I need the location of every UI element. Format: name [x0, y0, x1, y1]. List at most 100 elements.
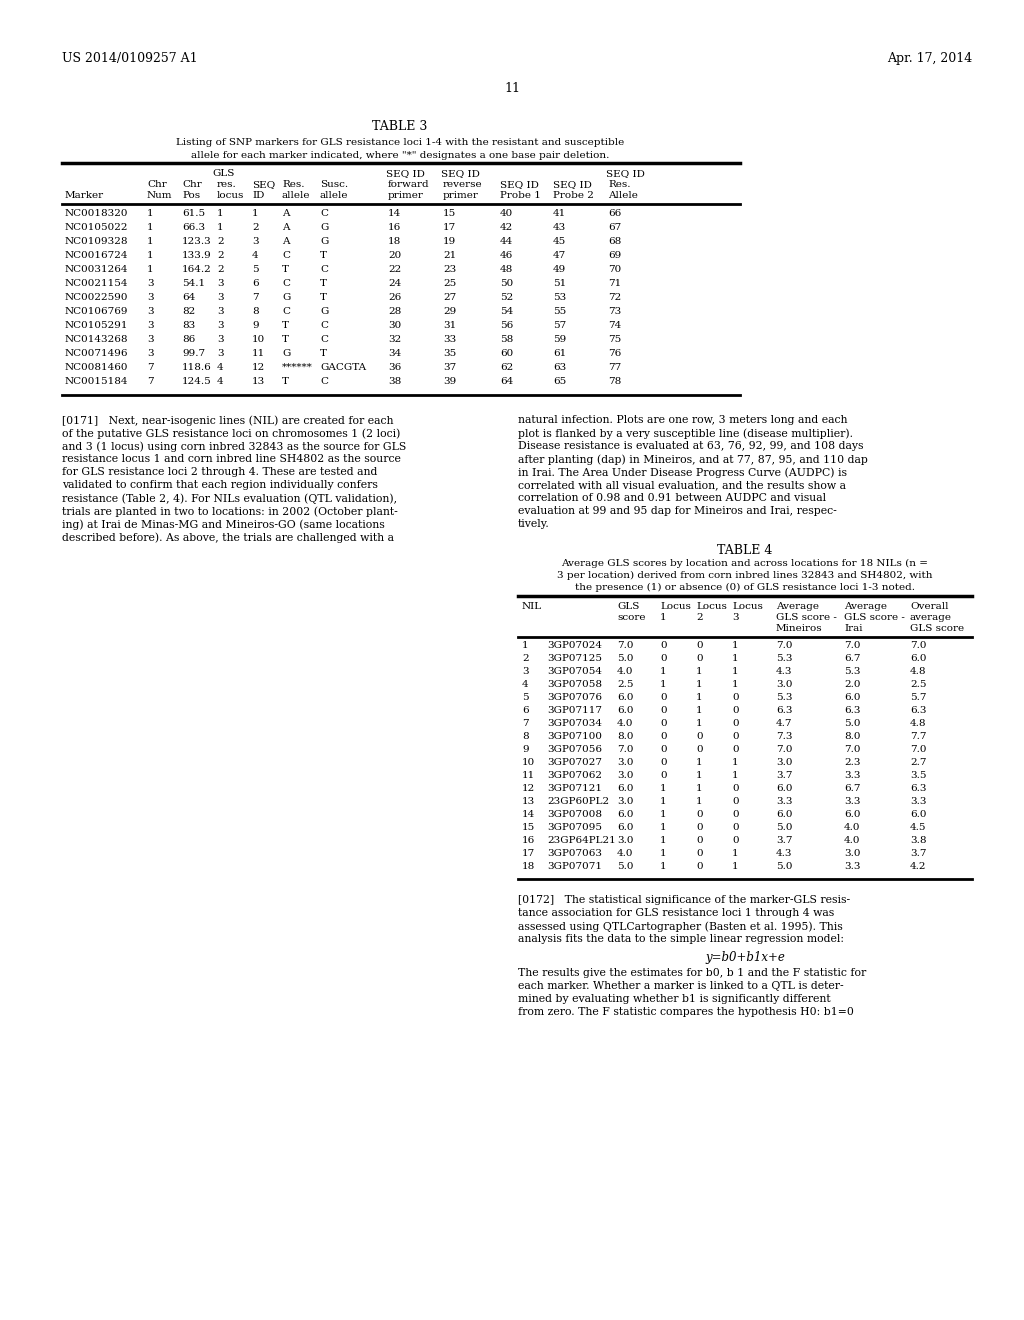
Text: 3: 3: [147, 293, 154, 302]
Text: 0: 0: [660, 693, 667, 702]
Text: NC0018320: NC0018320: [65, 209, 128, 218]
Text: 3.0: 3.0: [617, 836, 634, 845]
Text: primer: primer: [388, 191, 424, 201]
Text: 3.3: 3.3: [844, 797, 860, 807]
Text: 11: 11: [252, 348, 265, 358]
Text: 55: 55: [553, 308, 566, 315]
Text: 3: 3: [217, 348, 223, 358]
Text: 36: 36: [388, 363, 401, 372]
Text: 1: 1: [217, 209, 223, 218]
Text: 3GP07034: 3GP07034: [547, 719, 602, 729]
Text: evaluation at 99 and 95 dap for Mineiros and Irai, respec-: evaluation at 99 and 95 dap for Mineiros…: [518, 506, 837, 516]
Text: C: C: [319, 265, 328, 275]
Text: mined by evaluating whether b1 is significantly different: mined by evaluating whether b1 is signif…: [518, 994, 830, 1005]
Text: forward: forward: [388, 180, 430, 189]
Text: 6.0: 6.0: [617, 693, 634, 702]
Text: 60: 60: [500, 348, 513, 358]
Text: Locus: Locus: [732, 602, 763, 611]
Text: 123.3: 123.3: [182, 238, 212, 246]
Text: 4.0: 4.0: [844, 822, 860, 832]
Text: 1: 1: [660, 784, 667, 793]
Text: 5.0: 5.0: [617, 862, 634, 871]
Text: Average: Average: [844, 602, 887, 611]
Text: 0: 0: [696, 810, 702, 818]
Text: 51: 51: [553, 279, 566, 288]
Text: 3: 3: [522, 667, 528, 676]
Text: 73: 73: [608, 308, 622, 315]
Text: 4: 4: [252, 251, 259, 260]
Text: 1: 1: [696, 797, 702, 807]
Text: 0: 0: [696, 733, 702, 741]
Text: 1: 1: [732, 642, 738, 649]
Text: 32: 32: [388, 335, 401, 345]
Text: 3GP07095: 3GP07095: [547, 822, 602, 832]
Text: 6.0: 6.0: [844, 693, 860, 702]
Text: 8: 8: [522, 733, 528, 741]
Text: NC0109328: NC0109328: [65, 238, 128, 246]
Text: 0: 0: [660, 744, 667, 754]
Text: 61: 61: [553, 348, 566, 358]
Text: 62: 62: [500, 363, 513, 372]
Text: 4: 4: [217, 378, 223, 385]
Text: C: C: [282, 251, 290, 260]
Text: 3GP07063: 3GP07063: [547, 849, 602, 858]
Text: 0: 0: [696, 836, 702, 845]
Text: 3GP07008: 3GP07008: [547, 810, 602, 818]
Text: 3GP07054: 3GP07054: [547, 667, 602, 676]
Text: 50: 50: [500, 279, 513, 288]
Text: and 3 (1 locus) using corn inbred 32843 as the source for GLS: and 3 (1 locus) using corn inbred 32843 …: [62, 441, 407, 451]
Text: Allele: Allele: [608, 191, 638, 201]
Text: G: G: [319, 223, 329, 232]
Text: 4.0: 4.0: [844, 836, 860, 845]
Text: resistance (Table 2, 4). For NILs evaluation (QTL validation),: resistance (Table 2, 4). For NILs evalua…: [62, 492, 397, 503]
Text: Apr. 17, 2014: Apr. 17, 2014: [887, 51, 972, 65]
Text: 9: 9: [522, 744, 528, 754]
Text: 19: 19: [443, 238, 457, 246]
Text: C: C: [319, 321, 328, 330]
Text: 3: 3: [147, 279, 154, 288]
Text: 99.7: 99.7: [182, 348, 205, 358]
Text: 54.1: 54.1: [182, 279, 205, 288]
Text: 29: 29: [443, 308, 457, 315]
Text: 4.2: 4.2: [910, 862, 927, 871]
Text: 3GP07024: 3GP07024: [547, 642, 602, 649]
Text: 2.5: 2.5: [910, 680, 927, 689]
Text: 4.7: 4.7: [776, 719, 793, 729]
Text: 5: 5: [252, 265, 259, 275]
Text: 3.3: 3.3: [910, 797, 927, 807]
Text: 69: 69: [608, 251, 622, 260]
Text: 1: 1: [696, 667, 702, 676]
Text: 17: 17: [443, 223, 457, 232]
Text: NC0081460: NC0081460: [65, 363, 128, 372]
Text: 1: 1: [696, 784, 702, 793]
Text: 3GP07062: 3GP07062: [547, 771, 602, 780]
Text: 4: 4: [217, 363, 223, 372]
Text: 7.0: 7.0: [910, 744, 927, 754]
Text: G: G: [282, 293, 291, 302]
Text: 16: 16: [522, 836, 536, 845]
Text: Res.: Res.: [282, 180, 304, 189]
Text: 40: 40: [500, 209, 513, 218]
Text: 1: 1: [147, 238, 154, 246]
Text: T: T: [319, 279, 327, 288]
Text: 4.0: 4.0: [617, 719, 634, 729]
Text: Susc.: Susc.: [319, 180, 348, 189]
Text: Listing of SNP markers for GLS resistance loci 1-4 with the resistant and suscep: Listing of SNP markers for GLS resistanc…: [176, 139, 624, 147]
Text: 7.0: 7.0: [776, 642, 793, 649]
Text: reverse: reverse: [443, 180, 482, 189]
Text: 3.3: 3.3: [844, 771, 860, 780]
Text: 5.0: 5.0: [776, 822, 793, 832]
Text: Res.: Res.: [608, 180, 631, 189]
Text: C: C: [282, 279, 290, 288]
Text: Disease resistance is evaluated at 63, 76, 92, 99, and 108 days: Disease resistance is evaluated at 63, 7…: [518, 441, 863, 451]
Text: primer: primer: [443, 191, 479, 201]
Text: Average GLS scores by location and across locations for 18 NILs (n =: Average GLS scores by location and acros…: [561, 558, 929, 568]
Text: 8.0: 8.0: [617, 733, 634, 741]
Text: NC0022590: NC0022590: [65, 293, 128, 302]
Text: NC0143268: NC0143268: [65, 335, 128, 345]
Text: 8: 8: [252, 308, 259, 315]
Text: 3.0: 3.0: [617, 797, 634, 807]
Text: 74: 74: [608, 321, 622, 330]
Text: 6.0: 6.0: [910, 810, 927, 818]
Text: 0: 0: [696, 642, 702, 649]
